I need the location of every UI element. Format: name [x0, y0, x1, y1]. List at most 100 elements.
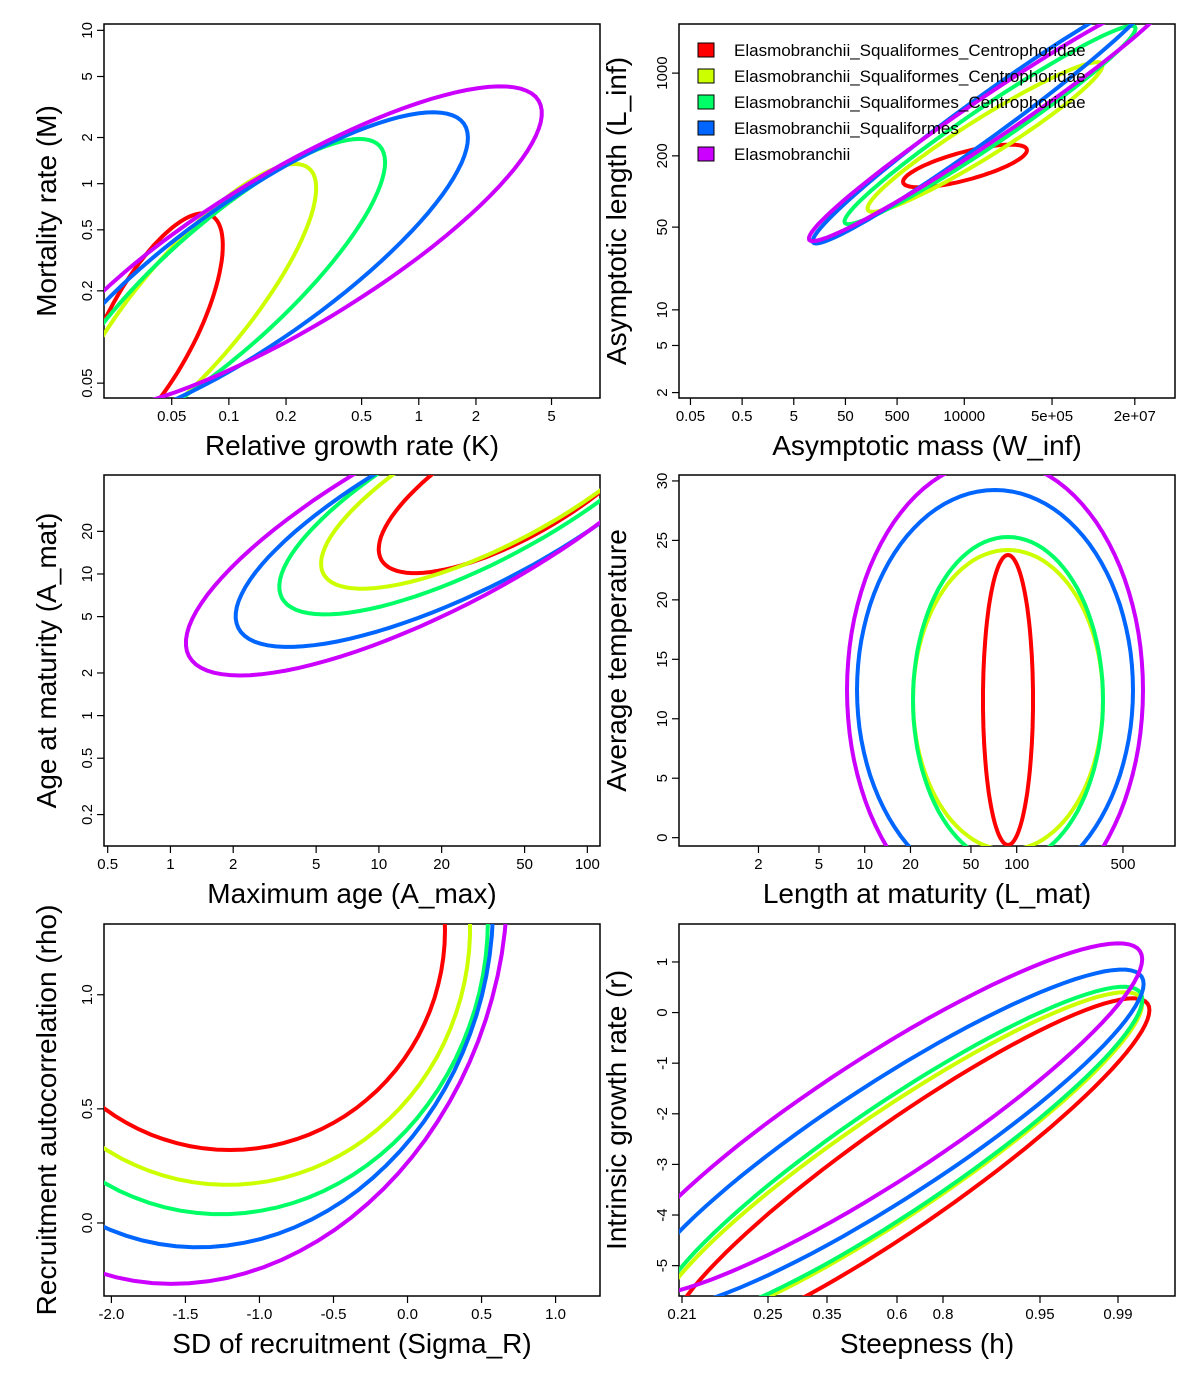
y-tick-label: 10: [79, 22, 96, 39]
x-axis-title: SD of recruitment (Sigma_R): [172, 1328, 531, 1359]
legend-label: Elasmobranchii_Squaliformes: [734, 119, 959, 138]
y-tick-label: 1.0: [79, 984, 96, 1005]
y-tick-label: 25: [654, 532, 671, 549]
y-tick-label: 10: [654, 302, 671, 319]
x-tick-label: 0.6: [887, 1306, 908, 1323]
plot-frame: [678, 23, 1176, 399]
legend-entry: Elasmobranchii: [697, 145, 850, 164]
x-tick-label: 0.95: [1025, 1306, 1054, 1323]
x-axis-title: Asymptotic mass (W_inf): [772, 430, 1082, 461]
ellipse-series: [104, 924, 472, 1187]
chart-panel: 0.21 0.25 0.35 0.6 0.8 0.95 0.99 -5 -4 -3 -2 -1 0 1 St…: [601, 923, 1176, 1359]
x-tick-label: 0.35: [812, 1306, 841, 1323]
x-tick-label: 2: [754, 856, 762, 873]
ellipse-series: [104, 110, 470, 398]
x-tick-label: 0.8: [933, 1306, 954, 1323]
y-axis-title: Intrinsic growth rate (r): [601, 970, 632, 1250]
y-tick-label: 20: [79, 523, 96, 540]
y-tick-label: 0.5: [79, 1098, 96, 1119]
y-tick-label: 200: [654, 143, 671, 168]
x-tick-label: 0.5: [732, 408, 753, 425]
x-tick-label: 5: [790, 408, 798, 425]
ellipse-series: [910, 534, 1106, 846]
y-tick-label: 0.05: [79, 369, 96, 398]
x-tick-label: 500: [885, 408, 910, 425]
y-tick-label: 0.2: [79, 804, 96, 825]
y-tick-label: -3: [654, 1158, 671, 1171]
legend-label: Elasmobranchii_Squaliformes_Centrophorid…: [734, 93, 1086, 112]
y-tick-label: 2: [79, 133, 96, 141]
y-tick-label: 0.2: [79, 280, 96, 301]
y-tick-label: 1: [79, 179, 96, 187]
y-tick-label: 5: [654, 341, 671, 349]
chart-panel: -2.0 -1.5 -1.0 -0.5 0.0 0.5 1.0 0.0 0.5 1.0 SD of …: [31, 905, 601, 1359]
y-tick-label: 0.5: [79, 748, 96, 769]
ellipse-series: [910, 547, 1106, 846]
y-tick-label: 0.5: [79, 219, 96, 240]
x-axis-title: Maximum age (A_max): [207, 878, 496, 909]
x-axis-title: Length at maturity (L_mat): [763, 878, 1091, 909]
legend-swatch: [697, 120, 715, 136]
x-tick-label: 0.5: [351, 408, 372, 425]
ellipse-series: [679, 967, 1146, 1296]
x-tick-label: 50: [516, 856, 533, 873]
x-tick-label: 50: [963, 856, 980, 873]
y-tick-label: 5: [79, 612, 96, 620]
legend-label: Elasmobranchii_Squaliformes_Centrophorid…: [734, 67, 1086, 86]
ellipse-series: [104, 211, 225, 398]
legend-entry: Elasmobranchii_Squaliformes_Centrophorid…: [697, 41, 1086, 60]
y-tick-label: 2: [79, 669, 96, 677]
x-tick-label: 0.1: [218, 408, 239, 425]
x-tick-label: 1: [415, 408, 423, 425]
x-tick-label: 2: [229, 856, 237, 873]
x-tick-label: 0.05: [157, 408, 186, 425]
x-tick-label: 5: [547, 408, 555, 425]
ellipse-series: [376, 475, 600, 576]
y-tick-label: 0: [654, 1008, 671, 1016]
x-axis-title: Relative growth rate (K): [205, 430, 499, 461]
plot-frame: [103, 23, 601, 399]
x-tick-label: 0.25: [753, 1306, 782, 1323]
chart-panel: 0.05 0.1 0.2 0.5 1 2 5 0.05 0.2 0.5 1 2 5 10 Relative …: [31, 22, 601, 461]
legend-entry: Elasmobranchii_Squaliformes: [697, 119, 959, 138]
plot-frame: [678, 474, 1176, 847]
y-axis-title: Mortality rate (M): [31, 105, 62, 317]
x-tick-label: 2: [472, 408, 480, 425]
x-tick-label: 2e+07: [1114, 408, 1156, 425]
ellipse-series: [277, 475, 600, 617]
y-tick-label: 1000: [654, 56, 671, 89]
y-tick-label: 5: [79, 72, 96, 80]
x-tick-label: -1.5: [173, 1306, 199, 1323]
y-tick-label: -1: [654, 1057, 671, 1070]
y-tick-label: 10: [654, 710, 671, 727]
x-tick-label: 0.0: [397, 1306, 418, 1323]
x-tick-label: -2.0: [98, 1306, 124, 1323]
x-tick-label: 500: [1110, 856, 1135, 873]
y-tick-label: 0.0: [79, 1213, 96, 1234]
y-tick-label: 1: [654, 958, 671, 966]
y-tick-label: 0: [654, 834, 671, 842]
ellipse-series: [104, 924, 508, 1286]
ellipse-series: [679, 984, 1145, 1296]
x-tick-label: -0.5: [321, 1306, 347, 1323]
ellipse-series: [319, 475, 600, 591]
y-tick-label: 20: [654, 592, 671, 609]
x-tick-label: 10000: [943, 408, 985, 425]
y-axis-title: Age at maturity (A_mat): [31, 513, 62, 809]
x-tick-label: 10: [371, 856, 388, 873]
x-tick-label: 100: [575, 856, 600, 873]
legend-label: Elasmobranchii_Squaliformes_Centrophorid…: [734, 41, 1086, 60]
x-tick-label: 100: [1004, 856, 1029, 873]
y-tick-label: -4: [654, 1208, 671, 1221]
ellipse-series: [104, 924, 495, 1250]
legend: Elasmobranchii_Squaliformes_Centrophorid…: [697, 41, 1086, 164]
ellipse-series: [679, 990, 1145, 1296]
x-tick-label: -1.0: [247, 1306, 273, 1323]
y-axis-title: Average temperature: [601, 529, 632, 792]
ellipse-series: [104, 924, 490, 1217]
x-tick-label: 20: [433, 856, 450, 873]
ellipse-series: [981, 552, 1035, 846]
x-tick-label: 10: [856, 856, 873, 873]
